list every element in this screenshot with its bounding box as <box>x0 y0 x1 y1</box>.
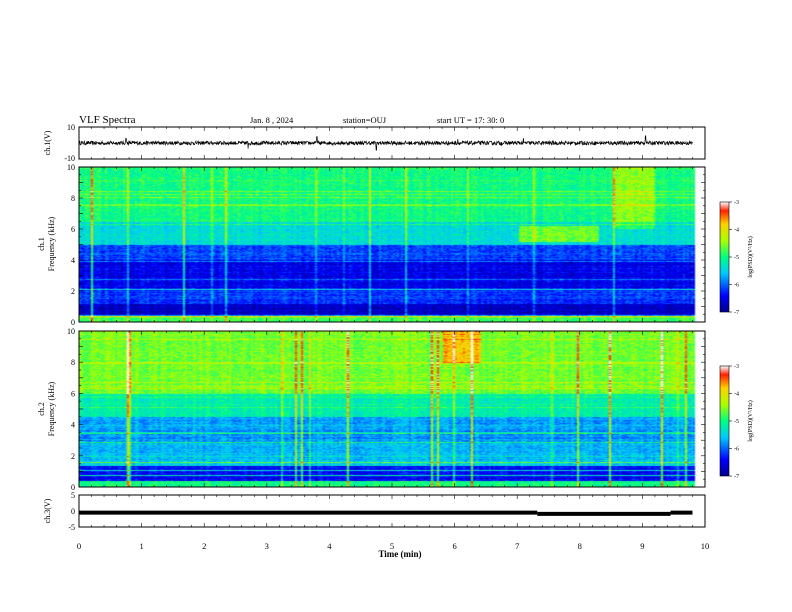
freq-tick-label: 4 <box>71 256 75 265</box>
ch1-spectrogram-image <box>79 167 705 322</box>
time-tick-label: 2 <box>202 541 206 551</box>
ch3-level-lines <box>79 510 693 516</box>
freq-tick-label: 8 <box>71 194 75 203</box>
ch1-colorbar-ticks: -3 -4 -5 -6 -7 <box>729 200 739 316</box>
freq-tick-label: 6 <box>71 389 75 398</box>
time-tick-label: 8 <box>578 541 582 551</box>
ch2-frequency-axis-label: Frequency (kHz) <box>47 381 56 436</box>
ch1-colorbar <box>719 201 730 313</box>
start-time-label: start UT = 17: 30: 0 <box>437 115 504 125</box>
colorbar-tick-label: -4 <box>734 228 739 234</box>
colorbar-tick-label: -7 <box>734 310 739 316</box>
ch1-waveform-ticks <box>78 127 706 159</box>
colorbar-tick-label: -4 <box>734 392 739 398</box>
freq-tick-label: 10 <box>67 163 75 172</box>
time-tick-label: 5 <box>390 541 394 551</box>
ch3-ytick-middle: 0 <box>71 507 75 516</box>
freq-tick-label: 10 <box>67 327 75 336</box>
ch1-spectrogram-ticks <box>78 166 706 323</box>
ch1-frequency-axis-label: Frequency (kHz) <box>47 216 56 271</box>
ch2-colorbar-label: log(PSD)(V²/Hz) <box>747 400 754 441</box>
colorbar-tick-label: -6 <box>734 283 739 289</box>
ch1-waveform-ylabel: ch.1(V) <box>43 130 52 155</box>
ch1-ytick-bottom: -10 <box>64 154 75 163</box>
ch3-ytick-bottom: -5 <box>68 523 75 532</box>
ch2-spectrogram-ylabel: ch.2 <box>37 402 46 416</box>
time-axis-ticklabels: 0 1 2 3 4 5 6 7 8 9 10 <box>77 541 709 551</box>
time-tick-label: 3 <box>265 541 269 551</box>
ch1-spectrogram-yticklabels: 0 2 4 6 8 10 <box>67 163 75 327</box>
time-tick-label: 7 <box>515 541 519 551</box>
freq-tick-label: 2 <box>71 287 75 296</box>
freq-tick-label: 4 <box>71 421 75 430</box>
ch2-spectrogram-ticks <box>78 330 706 488</box>
time-tick-label: 6 <box>452 541 456 551</box>
time-tick-label: 0 <box>77 541 81 551</box>
colorbar-tick-label: -3 <box>734 364 739 370</box>
time-tick-label: 10 <box>701 541 710 551</box>
station-label: station=OUJ <box>343 115 387 125</box>
ch3-level-ylabel: ch.3(V) <box>43 498 52 523</box>
colorbar-tick-label: -3 <box>734 200 739 206</box>
ch1-waveform-line <box>78 135 693 151</box>
ch3-level-panel: 5 0 -5 ch.3(V) <box>43 491 706 532</box>
time-tick-label: 4 <box>327 541 332 551</box>
figure-title: VLF Spectra <box>79 114 136 126</box>
ch2-spectrogram-image <box>79 331 705 487</box>
colorbar-tick-label: -6 <box>734 447 739 453</box>
ch2-colorbar <box>719 365 730 477</box>
ch3-level-ticks <box>78 495 706 527</box>
ch1-waveform-panel: 10 -10 ch.1(V) <box>43 123 706 163</box>
freq-tick-label: 8 <box>71 358 75 367</box>
time-tick-label: 1 <box>139 541 143 551</box>
ch2-spectrogram-yticklabels: 0 2 4 6 8 10 <box>67 327 75 492</box>
colorbar-tick-label: -5 <box>734 255 739 261</box>
ch1-spectrogram-ylabel: ch.1 <box>37 237 46 251</box>
freq-tick-label: 0 <box>71 483 75 492</box>
time-tick-label: 9 <box>640 541 644 551</box>
freq-tick-label: 0 <box>71 318 75 327</box>
colorbar-tick-label: -7 <box>734 474 739 480</box>
ch1-colorbar-label: log(PSD)(V²/Hz) <box>747 236 754 277</box>
ch1-ytick-top: 10 <box>67 123 75 132</box>
freq-tick-label: 2 <box>71 452 75 461</box>
colorbar-tick-label: -5 <box>734 419 739 425</box>
time-axis-label: Time (min) <box>378 549 421 559</box>
freq-tick-label: 6 <box>71 225 75 234</box>
date-label: Jan. 8 , 2024 <box>250 115 294 125</box>
ch3-ytick-top: 5 <box>71 491 75 500</box>
ch2-colorbar-ticks: -3 -4 -5 -6 -7 <box>729 364 739 480</box>
